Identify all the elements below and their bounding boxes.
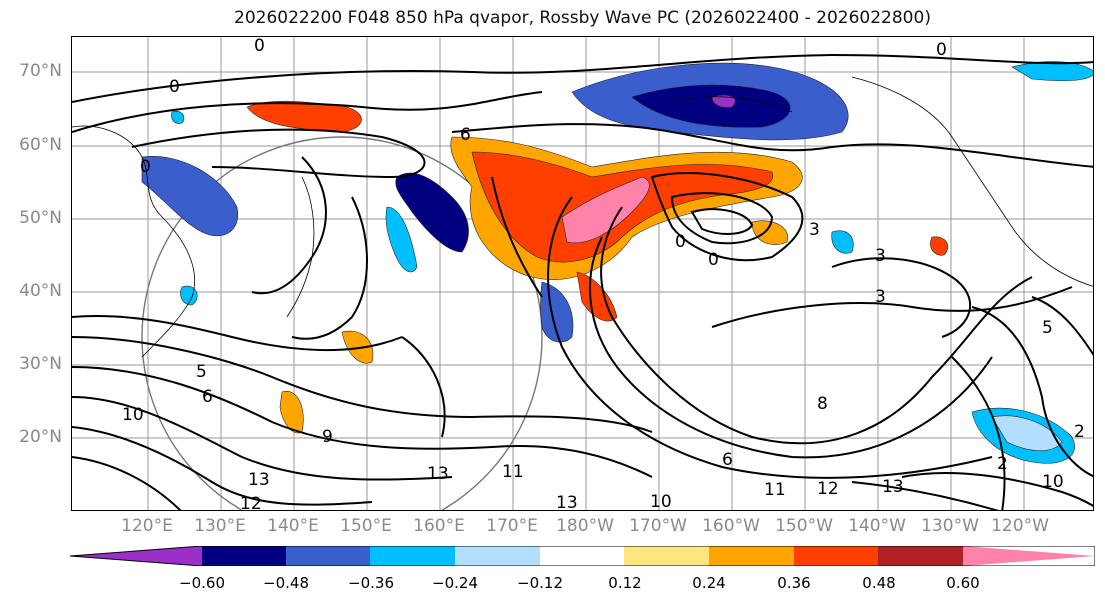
contour-label: 6 <box>460 125 471 145</box>
contour-label: 13 <box>882 477 904 497</box>
lon-label-120w: 120°W <box>991 516 1049 536</box>
contour-label: 3 <box>875 287 886 307</box>
contour-label: 2 <box>997 454 1008 474</box>
contour-label: 10 <box>650 492 672 511</box>
contour-label: 0 <box>675 232 686 252</box>
colorbar-tick: −0.36 <box>348 574 394 592</box>
colorbar-segment-7 <box>624 546 710 566</box>
contour-label: 5 <box>1042 318 1053 338</box>
lon-label-150e: 150°E <box>340 516 392 536</box>
colorbar-segment-8 <box>709 546 795 566</box>
colorbar <box>70 546 1095 566</box>
colorbar-segment-2 <box>202 546 287 566</box>
contour-label: 9 <box>322 427 333 447</box>
lat-label-30n: 30°N <box>19 354 62 374</box>
map-canvas: 0 0 0 0 6 0 0 3 3 3 5 9 6 13 12 10 13 11… <box>72 37 1093 511</box>
colorbar-tick: −0.60 <box>179 574 225 592</box>
lon-label-120e: 120°E <box>121 516 173 536</box>
contour-label: 13 <box>556 493 578 511</box>
lon-label-140w: 140°W <box>848 516 906 536</box>
contour-label: 13 <box>248 470 270 490</box>
lon-label-130e: 130°E <box>194 516 246 536</box>
map-gridlines <box>72 37 1093 510</box>
lon-label-160w: 160°W <box>702 516 760 536</box>
colorbar-tick: 0.36 <box>777 574 811 592</box>
colorbar-tick: −0.48 <box>263 574 309 592</box>
lon-label-150w: 150°W <box>775 516 833 536</box>
contour-label: 2 <box>1074 422 1085 442</box>
contour-label: 3 <box>809 220 820 240</box>
colorbar-tick: −0.24 <box>432 574 478 592</box>
lon-label-170e: 170°E <box>486 516 538 536</box>
contour-lines <box>72 53 1093 510</box>
range-circle <box>141 136 543 510</box>
colorbar-frame <box>70 546 1095 566</box>
lon-label-140e: 140°E <box>267 516 319 536</box>
lat-label-50n: 50°N <box>19 208 62 228</box>
contour-label: 12 <box>817 479 839 499</box>
contour-label: 0 <box>254 37 265 56</box>
contour-label: 0 <box>708 250 719 270</box>
colorbar-segment-3 <box>286 546 371 566</box>
colorbar-tick: 0.12 <box>608 574 642 592</box>
qvapor-shading <box>141 61 1093 464</box>
coastlines <box>72 76 1093 358</box>
contour-label: 0 <box>936 40 947 60</box>
contour-label: 13 <box>427 464 449 484</box>
lat-label-20n: 20°N <box>19 427 62 447</box>
colorbar-tick: 0.48 <box>862 574 896 592</box>
map-panel: 0 0 0 0 6 0 0 3 3 3 5 9 6 13 12 10 13 11… <box>71 36 1094 511</box>
contour-label: 3 <box>875 246 886 266</box>
contour-label-group: 0 0 0 0 6 0 0 3 3 3 5 9 6 13 12 10 13 11… <box>122 37 1085 511</box>
lon-label-130w: 130°W <box>921 516 979 536</box>
colorbar-segment-5 <box>455 546 541 566</box>
lon-label-180w: 180°W <box>556 516 614 536</box>
colorbar-segment-9 <box>794 546 879 566</box>
colorbar-segment-6 <box>540 546 625 566</box>
plot-title: 2026022200 F048 850 hPa qvapor, Rossby W… <box>234 8 931 28</box>
colorbar-tick: 0.60 <box>946 574 980 592</box>
contour-label: 0 <box>169 77 180 97</box>
contour-label: 6 <box>722 450 733 470</box>
contour-label: 10 <box>122 405 144 425</box>
contour-label: 10 <box>1042 472 1064 492</box>
contour-label: 8 <box>817 394 828 414</box>
lon-label-170w: 170°W <box>629 516 687 536</box>
contour-label: 12 <box>240 494 262 511</box>
contour-label: 11 <box>764 480 786 500</box>
lat-label-40n: 40°N <box>19 281 62 301</box>
colorbar-tick: −0.12 <box>517 574 563 592</box>
colorbar-segment-4 <box>370 546 456 566</box>
colorbar-tick: 0.24 <box>692 574 726 592</box>
lon-label-160e: 160°E <box>413 516 465 536</box>
contour-label: 11 <box>502 462 524 482</box>
colorbar-segment-10 <box>878 546 964 566</box>
contour-label: 0 <box>140 157 151 177</box>
lat-label-60n: 60°N <box>19 135 62 155</box>
lat-label-70n: 70°N <box>19 61 62 81</box>
colorbar-segment-1 <box>70 546 202 566</box>
contour-label: 6 <box>202 387 213 407</box>
contour-label: 5 <box>196 362 207 382</box>
colorbar-segment-11 <box>963 546 1095 566</box>
